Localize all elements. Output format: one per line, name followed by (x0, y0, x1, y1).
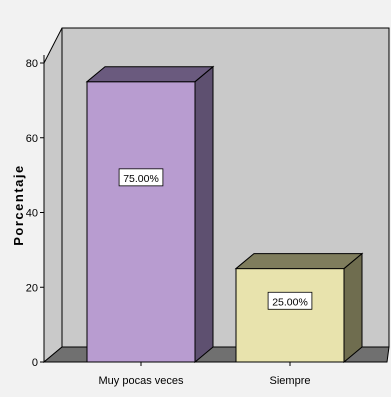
x-tick-label: Siempre (270, 375, 311, 387)
bar-side (343, 252, 363, 364)
data-label-box (118, 168, 164, 187)
bar-front (86, 81, 196, 363)
bar-2: 25.00% (234, 252, 364, 364)
x-tick-label: Muy pocas veces (99, 375, 184, 387)
y-tick-label: 60 (26, 133, 38, 145)
bars: 75.00% 25.00% (85, 65, 364, 364)
bar-front (235, 268, 345, 363)
data-label: 25.00% (272, 296, 308, 308)
y-tick-label: 20 (26, 282, 38, 294)
y-tick-label: 80 (26, 58, 38, 70)
y-tick-label: 40 (26, 208, 38, 220)
y-axis-label: Porcentaje (11, 164, 26, 245)
bar-1: 75.00% (85, 65, 215, 364)
data-label-box (267, 291, 313, 310)
bar-side (194, 65, 214, 364)
y-tick-label: 0 (32, 357, 38, 369)
bar-top (85, 66, 215, 83)
data-label: 75.00% (123, 173, 159, 185)
bar-top (234, 253, 364, 270)
y-axis: 0 20 40 60 80 (26, 55, 45, 369)
x-axis: Muy pocas veces Siempre (99, 362, 311, 387)
